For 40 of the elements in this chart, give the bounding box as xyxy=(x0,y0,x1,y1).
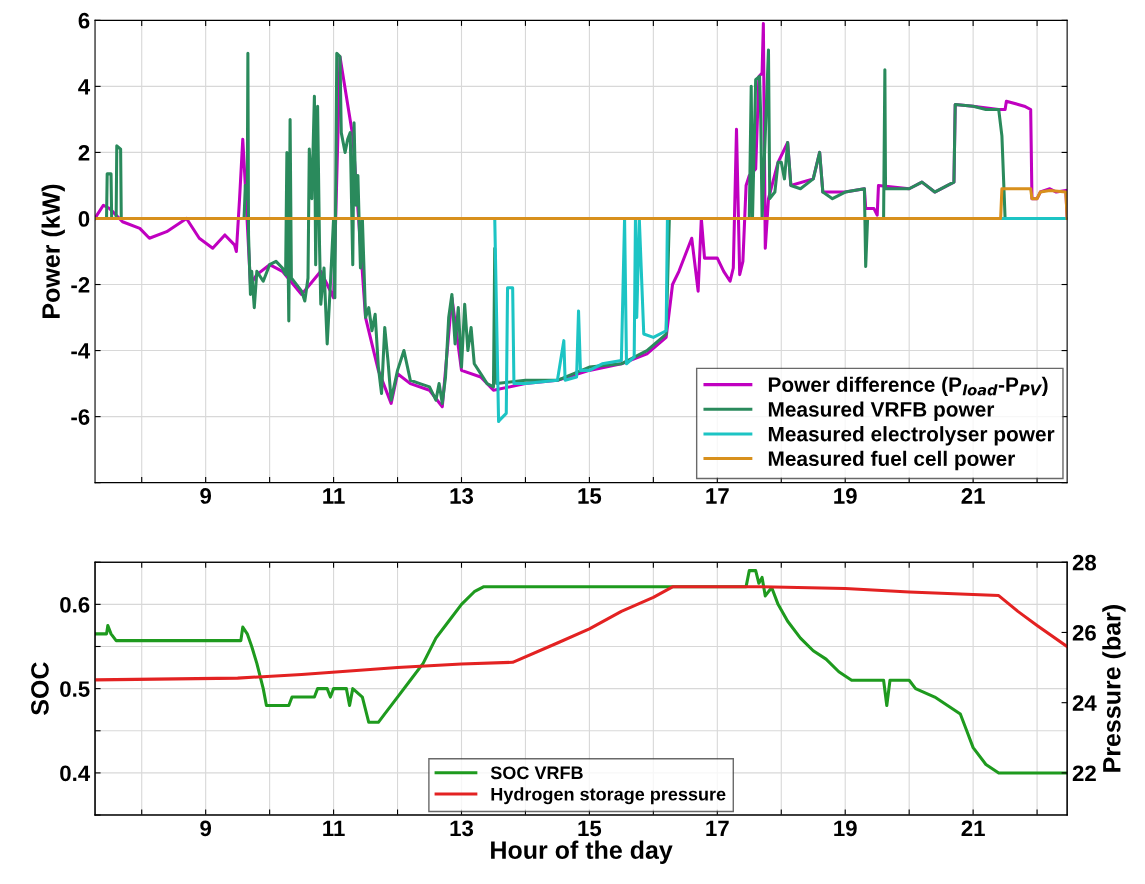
y-tick-label: 0 xyxy=(78,211,90,227)
x-tick-label: 19 xyxy=(834,488,857,504)
y-axis-title: SOC xyxy=(31,662,49,716)
x-tick-label: 9 xyxy=(200,488,212,504)
x-tick-label: 21 xyxy=(961,488,985,504)
x-tick-label: 15 xyxy=(578,820,602,837)
x-tick-label: 13 xyxy=(450,488,474,504)
legend-label: SOC VRFB xyxy=(490,766,583,780)
y2-axis-title: Pressure (bar) xyxy=(1102,605,1126,772)
y-tick-label: -4 xyxy=(71,343,91,359)
y-tick-label: 0.6 xyxy=(60,596,90,613)
y-tick-label: 0.5 xyxy=(60,681,90,697)
x-axis-title: Hour of the day xyxy=(491,840,673,864)
x-tick-label: 17 xyxy=(706,488,729,504)
x-tick-label: 9 xyxy=(200,820,212,837)
legend-label: Measured VRFB power xyxy=(768,401,995,421)
x-tick-label: 11 xyxy=(323,820,345,837)
y-axis-title: Power (kW) xyxy=(41,184,65,318)
x-tick-label: 15 xyxy=(578,488,602,504)
line-series xyxy=(95,187,1068,220)
x-tick-label: 21 xyxy=(961,820,985,837)
y2-tick-label: 22 xyxy=(1072,765,1096,781)
legend-label: Measured fuel cell power xyxy=(768,450,1015,471)
y-tick-label: 2 xyxy=(78,144,90,161)
y2-tick-label: 26 xyxy=(1072,624,1096,641)
y-tick-label: 4 xyxy=(78,79,91,95)
y-tick-label: 0.4 xyxy=(60,765,91,782)
legend-label: Hydrogen storage pressure xyxy=(491,787,726,805)
legend-label: Power difference (P$_{load}$-P$_{PV}$) xyxy=(768,376,1048,397)
y-tick-label: 6 xyxy=(78,12,90,29)
x-tick-label: 13 xyxy=(450,820,474,837)
x-tick-label: 17 xyxy=(706,820,729,837)
y2-tick-label: 28 xyxy=(1072,554,1097,571)
x-tick-label: 11 xyxy=(323,488,345,504)
x-tick-label: 19 xyxy=(834,820,857,837)
y2-tick-label: 24 xyxy=(1072,695,1097,711)
line-series xyxy=(95,585,1068,682)
y-tick-label: -2 xyxy=(71,277,90,293)
legend-label: Measured electrolyser power xyxy=(768,426,1055,446)
y-tick-label: -6 xyxy=(71,409,90,425)
